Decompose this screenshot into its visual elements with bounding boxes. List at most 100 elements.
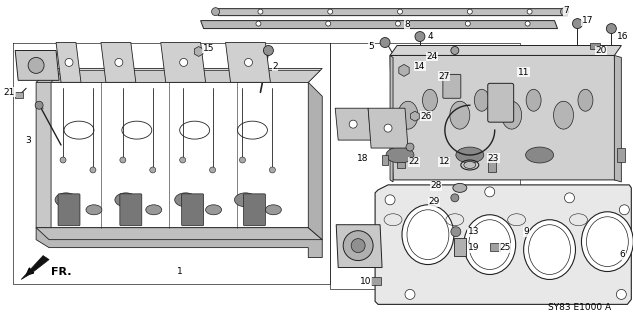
Ellipse shape	[86, 205, 102, 215]
Polygon shape	[56, 43, 81, 82]
Ellipse shape	[407, 210, 449, 260]
Polygon shape	[308, 82, 322, 240]
Ellipse shape	[386, 147, 414, 163]
Circle shape	[35, 101, 43, 109]
Text: 1: 1	[177, 267, 183, 276]
Text: 23: 23	[488, 154, 499, 163]
Polygon shape	[101, 43, 136, 82]
Ellipse shape	[266, 205, 281, 215]
Circle shape	[451, 46, 459, 54]
Ellipse shape	[398, 101, 418, 129]
Polygon shape	[226, 43, 271, 82]
Ellipse shape	[212, 8, 219, 16]
Ellipse shape	[402, 205, 454, 265]
Circle shape	[90, 167, 96, 173]
Text: 29: 29	[429, 197, 440, 206]
Circle shape	[65, 59, 73, 67]
Ellipse shape	[235, 193, 256, 207]
Circle shape	[258, 9, 263, 14]
Circle shape	[606, 24, 616, 34]
Ellipse shape	[205, 205, 221, 215]
Text: 4: 4	[428, 32, 434, 41]
Circle shape	[415, 32, 425, 42]
Circle shape	[240, 157, 245, 163]
Ellipse shape	[578, 89, 593, 111]
Ellipse shape	[529, 225, 571, 275]
Circle shape	[384, 124, 392, 132]
Circle shape	[485, 187, 495, 197]
Circle shape	[210, 167, 216, 173]
Circle shape	[150, 167, 156, 173]
Circle shape	[263, 45, 273, 55]
Polygon shape	[614, 55, 621, 182]
Polygon shape	[51, 70, 320, 82]
Text: 25: 25	[500, 243, 511, 252]
Ellipse shape	[464, 215, 515, 275]
Ellipse shape	[526, 147, 553, 163]
Bar	[454, 238, 466, 256]
Circle shape	[245, 59, 252, 67]
FancyBboxPatch shape	[182, 194, 204, 226]
Circle shape	[573, 19, 583, 28]
Polygon shape	[36, 228, 322, 258]
Bar	[397, 162, 405, 168]
Text: 5: 5	[368, 42, 374, 51]
Text: 20: 20	[595, 46, 607, 55]
Text: 24: 24	[427, 52, 438, 61]
Circle shape	[28, 58, 44, 73]
Ellipse shape	[464, 162, 476, 168]
Circle shape	[351, 239, 365, 252]
Circle shape	[60, 157, 66, 163]
Text: 12: 12	[439, 157, 450, 166]
Polygon shape	[21, 256, 49, 279]
FancyBboxPatch shape	[443, 74, 461, 98]
Text: 22: 22	[408, 157, 419, 166]
Circle shape	[179, 157, 186, 163]
Polygon shape	[390, 55, 393, 182]
Bar	[488, 158, 496, 172]
Text: 8: 8	[404, 20, 410, 29]
Ellipse shape	[450, 101, 470, 129]
Polygon shape	[375, 185, 631, 304]
Ellipse shape	[422, 89, 437, 111]
Text: 3: 3	[25, 136, 31, 145]
Circle shape	[349, 120, 357, 128]
Ellipse shape	[175, 193, 197, 207]
Ellipse shape	[560, 8, 569, 16]
Text: 13: 13	[468, 227, 479, 236]
Text: 26: 26	[420, 112, 431, 121]
Ellipse shape	[469, 220, 510, 269]
Circle shape	[396, 21, 401, 26]
Circle shape	[467, 9, 472, 14]
Polygon shape	[200, 20, 557, 28]
Circle shape	[328, 9, 333, 14]
Ellipse shape	[55, 193, 77, 207]
FancyBboxPatch shape	[488, 83, 514, 122]
Polygon shape	[216, 9, 567, 16]
Text: 9: 9	[524, 227, 529, 236]
Ellipse shape	[453, 183, 467, 192]
Polygon shape	[15, 51, 59, 80]
Ellipse shape	[553, 101, 574, 129]
Bar	[590, 43, 600, 50]
Ellipse shape	[474, 89, 489, 111]
Text: 28: 28	[430, 181, 442, 190]
Text: 6: 6	[619, 250, 625, 259]
Ellipse shape	[586, 217, 628, 267]
FancyBboxPatch shape	[58, 194, 80, 226]
Ellipse shape	[501, 101, 522, 129]
Polygon shape	[36, 68, 322, 82]
Circle shape	[115, 59, 123, 67]
Circle shape	[269, 167, 275, 173]
Bar	[489, 243, 500, 251]
Bar	[371, 277, 381, 285]
Text: 17: 17	[581, 16, 593, 25]
Ellipse shape	[146, 205, 162, 215]
Text: 15: 15	[203, 44, 214, 53]
Circle shape	[380, 37, 390, 47]
Ellipse shape	[526, 89, 541, 111]
Circle shape	[451, 227, 461, 237]
Polygon shape	[390, 45, 621, 55]
Text: 7: 7	[564, 6, 569, 15]
Polygon shape	[161, 43, 205, 82]
